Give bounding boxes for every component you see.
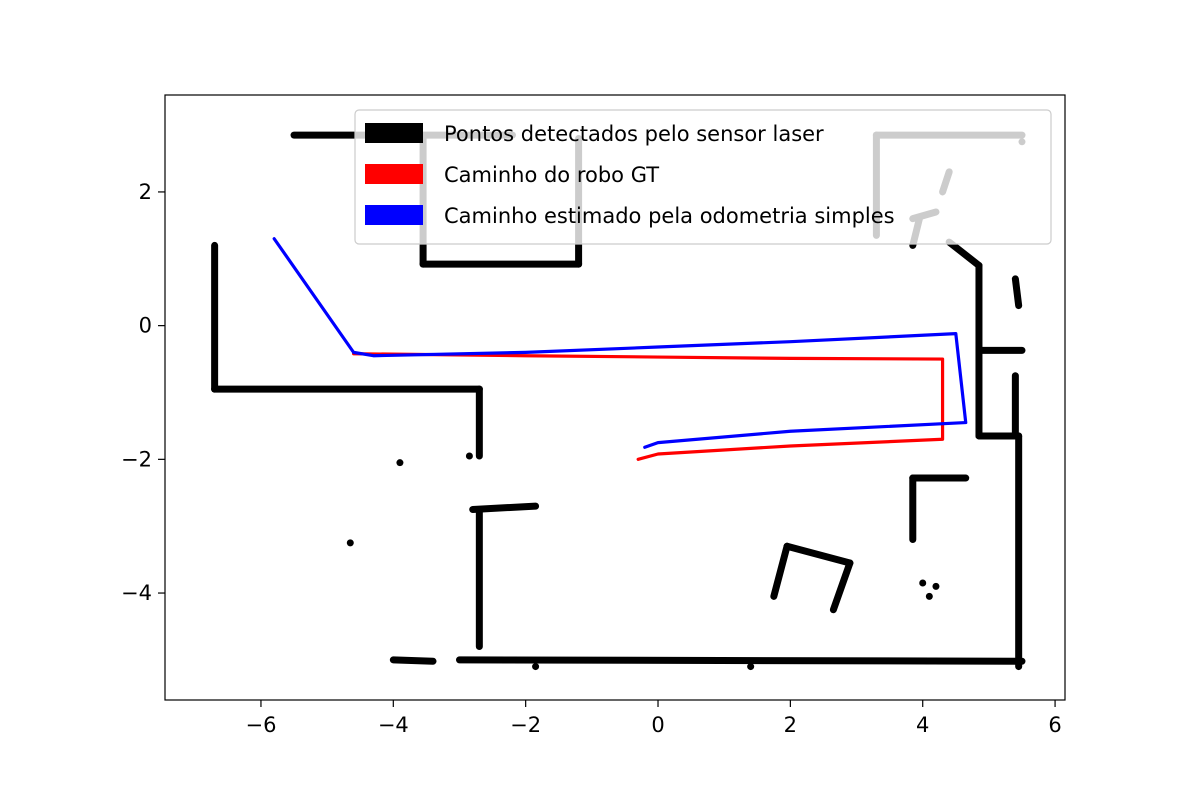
laser-points-segment <box>770 542 791 600</box>
legend: Pontos detectados pelo sensor laser Camin… <box>354 109 1052 245</box>
y-tick-label: −4 <box>121 581 152 605</box>
x-tick-label: −4 <box>378 713 409 737</box>
axes-frame <box>164 94 1066 701</box>
legend-box <box>354 109 1052 245</box>
legend-swatch-0 <box>365 123 423 143</box>
series-1 <box>352 352 945 461</box>
legend-label-0: Pontos detectados pelo sensor laser <box>444 122 824 146</box>
series-line <box>272 237 968 449</box>
series-line <box>352 352 945 461</box>
laser-point <box>532 663 540 671</box>
laser-points-segment <box>783 542 854 567</box>
x-tick-label: −6 <box>245 713 276 737</box>
y-tick-label: −2 <box>121 447 152 471</box>
legend-label-1: Caminho do robo GT <box>444 163 659 187</box>
laser-points-segment <box>829 559 854 614</box>
legend-swatch-2 <box>365 205 423 225</box>
laser-point <box>747 663 755 671</box>
laser-points-segment <box>469 502 540 513</box>
y-tick-label: 2 <box>139 180 152 204</box>
laser-points-segment <box>455 656 1026 665</box>
y-tick-label: 0 <box>139 314 152 338</box>
x-tick-label: 6 <box>1048 713 1061 737</box>
series-2 <box>272 237 968 449</box>
laser-point <box>919 579 927 587</box>
laser-point <box>346 539 354 547</box>
x-tick-label: 4 <box>916 713 929 737</box>
x-tick-label: 2 <box>784 713 797 737</box>
laser-points-segment <box>389 656 437 665</box>
legend-label-2: Caminho estimado pela odometria simples <box>444 204 895 228</box>
laser-point <box>932 582 940 590</box>
legend-swatch-1 <box>365 164 423 184</box>
axes: −6 −4 −2 0 2 4 6 −4 −2 0 2 <box>121 94 1066 737</box>
laser-point <box>925 592 933 600</box>
x-tick-label: 0 <box>651 713 664 737</box>
x-tick-label: −2 <box>510 713 541 737</box>
laser-point <box>396 459 404 467</box>
laser-points-segment <box>945 238 983 269</box>
laser-point <box>465 452 473 460</box>
laser-points-segment <box>1011 275 1023 310</box>
